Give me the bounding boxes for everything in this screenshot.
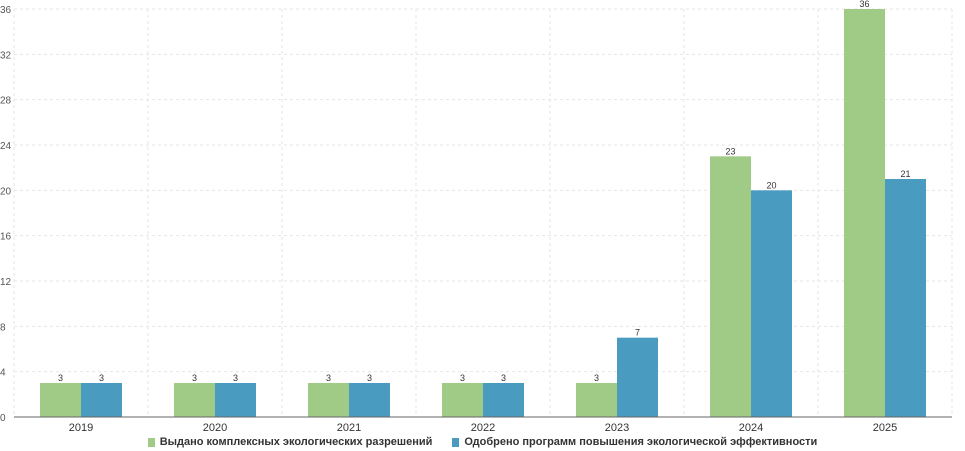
- bar-permits[interactable]: [844, 9, 885, 417]
- data-label: 20: [766, 180, 776, 190]
- chart-grid: [13, 8, 953, 417]
- bar-programs[interactable]: [215, 383, 256, 417]
- y-tick-label: 32: [0, 50, 12, 61]
- y-tick-label: 4: [0, 368, 6, 379]
- y-tick-label: 12: [0, 277, 12, 288]
- legend-item-programs[interactable]: Одобрено программ повышения экологическо…: [452, 436, 817, 448]
- data-label: 3: [58, 373, 63, 383]
- y-tick-label: 20: [0, 186, 12, 197]
- y-tick-label: 16: [0, 232, 12, 243]
- bar-permits[interactable]: [308, 383, 349, 417]
- y-axis: 0 4 8 12 16 20 24 28 32 36: [0, 5, 12, 424]
- legend-label-programs: Одобрено программ повышения экологическо…: [464, 436, 818, 448]
- x-tick-label: 2022: [471, 422, 495, 434]
- data-labels: 3 3 3 3 3 3 3 3 3 7 23 20 36 21: [58, 0, 911, 383]
- data-label: 3: [501, 373, 506, 383]
- bar-programs[interactable]: [751, 190, 792, 417]
- y-tick-label: 36: [0, 5, 12, 16]
- bar-programs[interactable]: [617, 337, 658, 417]
- x-tick-label: 2021: [337, 422, 361, 434]
- data-label: 3: [192, 373, 197, 383]
- data-label: 3: [326, 373, 331, 383]
- data-label: 3: [367, 373, 372, 383]
- bar-programs[interactable]: [81, 383, 122, 417]
- bar-permits[interactable]: [576, 383, 617, 417]
- legend: Выдано комплексных экологических разреше…: [0, 434, 965, 450]
- x-tick-label: 2025: [873, 422, 897, 434]
- y-tick-label: 24: [0, 141, 12, 152]
- data-label: 3: [460, 373, 465, 383]
- x-axis: 2019 2020 2021 2022 2023 2024 2025: [14, 416, 952, 434]
- bar-permits[interactable]: [40, 383, 81, 417]
- x-tick-label: 2020: [203, 422, 227, 434]
- data-label: 21: [900, 169, 910, 179]
- bar-programs[interactable]: [885, 179, 926, 417]
- data-label: 3: [233, 373, 238, 383]
- data-label: 3: [99, 373, 104, 383]
- data-label: 3: [594, 373, 599, 383]
- bar-programs[interactable]: [349, 383, 390, 417]
- bar-permits[interactable]: [710, 156, 751, 418]
- y-tick-label: 0: [0, 413, 6, 424]
- x-tick-label: 2019: [69, 422, 93, 434]
- data-label: 7: [635, 328, 640, 338]
- y-tick-label: 8: [0, 322, 6, 333]
- bar-permits[interactable]: [174, 383, 215, 417]
- legend-item-permits[interactable]: Выдано комплексных экологических разреше…: [147, 436, 433, 448]
- x-tick-label: 2023: [605, 422, 629, 434]
- x-tick-label: 2024: [739, 422, 763, 434]
- data-label: 36: [859, 0, 869, 9]
- legend-swatch-permits: [147, 437, 155, 447]
- bar-series: [40, 9, 926, 418]
- legend-label-permits: Выдано комплексных экологических разреше…: [159, 436, 433, 448]
- bar-permits[interactable]: [442, 383, 483, 417]
- data-label: 23: [725, 146, 735, 156]
- y-tick-label: 28: [0, 96, 12, 107]
- legend-swatch-programs: [452, 437, 460, 447]
- bar-programs[interactable]: [483, 383, 524, 417]
